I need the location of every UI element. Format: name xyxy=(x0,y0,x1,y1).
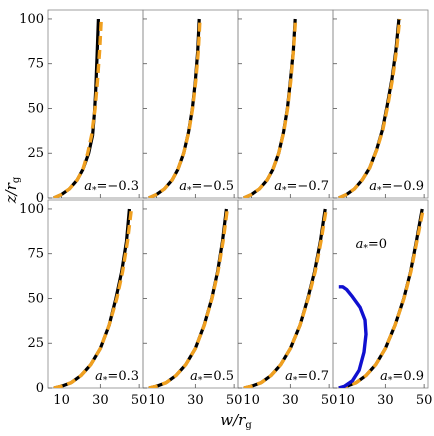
y-axis-label: z/rg xyxy=(2,176,22,204)
spin-zero-line xyxy=(338,285,368,388)
panel-annotation: a*=0.7 xyxy=(285,369,329,386)
panel-8: 10 30 50 a*=0.9 a*=0 xyxy=(332,199,433,408)
y-tick-label: 50 xyxy=(27,101,44,116)
fit-line xyxy=(148,18,202,198)
panel-3: a*=−0.7 xyxy=(237,9,334,199)
fit-line xyxy=(338,208,425,388)
panel-4: a*=−0.9 xyxy=(332,9,429,199)
panel-1: 0 25 50 75 100 a*=−0.3 xyxy=(19,9,144,206)
x-tick-label: 10 xyxy=(243,393,260,408)
fit-line xyxy=(148,208,229,388)
y-tick-label: 25 xyxy=(27,146,44,161)
panel-annotation: a*=0.5 xyxy=(190,369,234,386)
x-tick-label: 50 xyxy=(416,393,433,408)
fit-line xyxy=(53,18,103,198)
x-tick-label: 10 xyxy=(148,393,165,408)
spin-zero-annotation: a*=0 xyxy=(356,237,387,254)
y-tick-label: 25 xyxy=(27,336,44,351)
panel-annotation: a*=−0.7 xyxy=(274,179,329,196)
x-tick-label: 30 xyxy=(377,393,394,408)
x-tick-label: 50 xyxy=(321,393,338,408)
panel-annotation: a*=0.9 xyxy=(380,369,424,386)
x-tick-label: 50 xyxy=(131,393,148,408)
y-tick-label: 75 xyxy=(27,57,44,72)
panel-frame xyxy=(237,199,334,389)
fit-line xyxy=(243,208,328,388)
panel-annotation: a*=0.3 xyxy=(95,369,139,386)
x-tick-label: 30 xyxy=(92,393,109,408)
y-tick-label: 50 xyxy=(27,291,44,306)
panel-frame xyxy=(332,9,429,199)
fit-line xyxy=(338,18,402,198)
panel-frame xyxy=(142,9,239,199)
simulation-line xyxy=(338,208,424,388)
simulation-line xyxy=(53,18,100,198)
panel-6: 10 30 50 a*=0.5 xyxy=(142,199,243,408)
fit-line xyxy=(53,208,134,388)
x-tick-label: 10 xyxy=(53,393,70,408)
panel-2: a*=−0.5 xyxy=(142,9,239,199)
panel-7: 10 30 50 a*=0.7 xyxy=(237,199,338,408)
x-axis-label: w/rg xyxy=(220,411,252,431)
y-tick-label: 100 xyxy=(19,12,44,27)
y-tick-label: 100 xyxy=(19,202,44,217)
panel-annotation: a*=−0.3 xyxy=(84,179,139,196)
x-tick-label: 50 xyxy=(226,393,243,408)
panel-frame xyxy=(332,199,429,389)
y-tick-label: 0 xyxy=(36,381,44,396)
panel-grid: 0 25 50 75 100 a*=−0.3 a*=−0.5 a*=−0.7 a*=−0.9 0 2… xyxy=(19,9,433,408)
panel-annotation: a*=−0.5 xyxy=(179,179,234,196)
fit-line xyxy=(243,18,298,198)
x-tick-label: 10 xyxy=(338,393,355,408)
panel-annotation: a*=−0.9 xyxy=(369,179,424,196)
y-tick-label: 0 xyxy=(36,191,44,206)
x-tick-label: 30 xyxy=(282,393,299,408)
panel-frame xyxy=(237,9,334,199)
simulation-line xyxy=(338,18,401,198)
y-tick-label: 75 xyxy=(27,247,44,262)
x-tick-label: 30 xyxy=(187,393,204,408)
panel-5: 0 25 50 75 100 10 30 50 a*=0.3 xyxy=(19,199,148,408)
